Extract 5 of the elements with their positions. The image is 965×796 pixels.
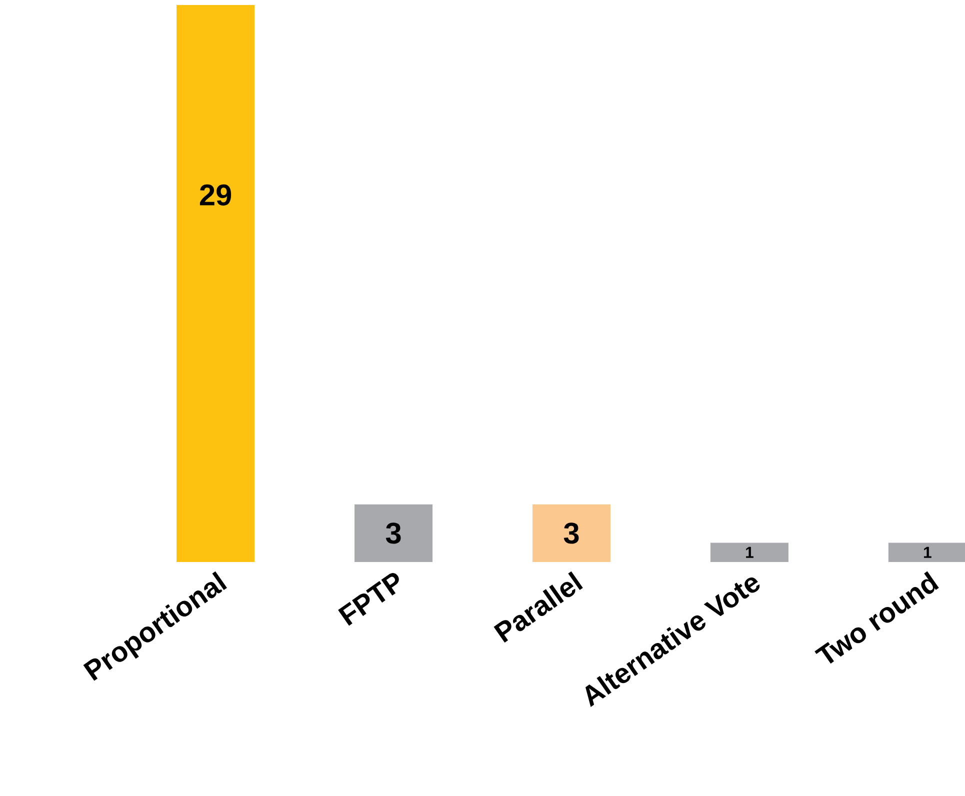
data-label: 3 bbox=[564, 522, 579, 544]
data-label: 3 bbox=[386, 522, 401, 544]
data-label: 1 bbox=[924, 546, 932, 558]
data-label: 1 bbox=[746, 546, 754, 558]
data-label: 29 bbox=[200, 184, 232, 206]
